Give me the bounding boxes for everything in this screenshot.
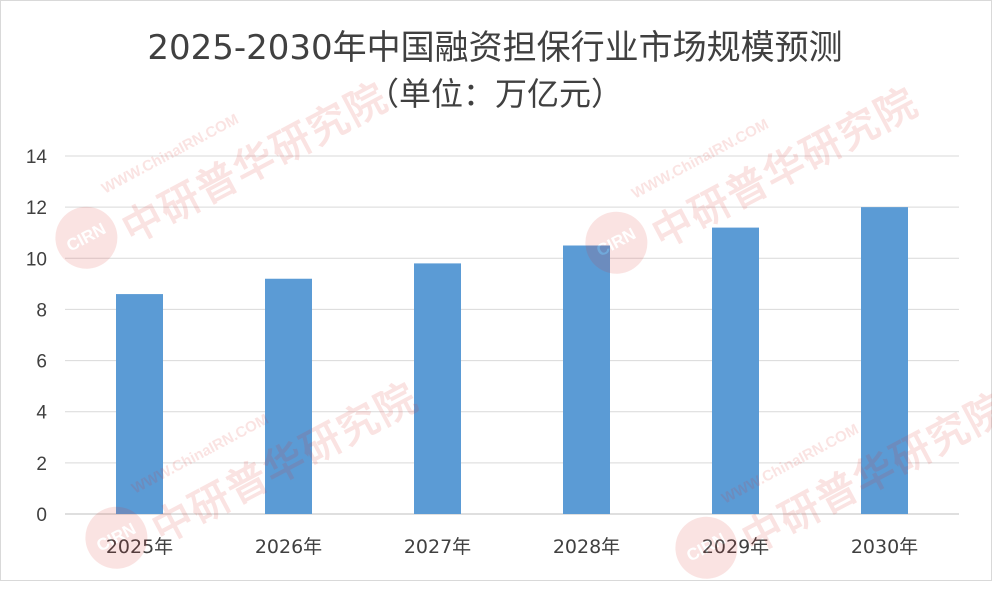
gridlines bbox=[65, 155, 959, 515]
y-tick-label: 0 bbox=[36, 505, 47, 526]
bar bbox=[563, 245, 610, 514]
bar bbox=[116, 294, 163, 514]
y-tick-label: 10 bbox=[26, 249, 47, 270]
bar bbox=[712, 227, 759, 514]
x-category-label: 2025年 bbox=[106, 536, 173, 558]
x-category-label: 2027年 bbox=[404, 536, 471, 558]
bars bbox=[116, 207, 908, 514]
x-category-label: 2029年 bbox=[702, 536, 769, 558]
x-category-label: 2028年 bbox=[553, 536, 620, 558]
y-tick-label: 4 bbox=[36, 403, 47, 424]
x-axis-categories: 2025年 2026年 2027年 2028年 2029年 2030年 bbox=[106, 536, 918, 558]
chart-subtitle: （单位：万亿元） bbox=[367, 75, 623, 113]
y-axis-ticks: 0 2 4 6 8 10 12 14 bbox=[26, 147, 48, 526]
bar-chart: 2025-2030年中国融资担保行业市场规模预测 （单位：万亿元） 0 2 4 6 8 1… bbox=[26, 28, 959, 558]
y-tick-label: 14 bbox=[26, 147, 48, 168]
y-tick-label: 6 bbox=[36, 352, 47, 373]
y-tick-label: 2 bbox=[36, 454, 47, 475]
bar bbox=[414, 263, 461, 514]
bar bbox=[265, 278, 312, 514]
x-category-label: 2030年 bbox=[851, 536, 918, 558]
x-category-label: 2026年 bbox=[255, 536, 322, 558]
y-tick-label: 8 bbox=[36, 300, 47, 321]
bar bbox=[861, 207, 908, 514]
chart-title: 2025-2030年中国融资担保行业市场规模预测 bbox=[147, 28, 842, 68]
chart-container: 2025-2030年中国融资担保行业市场规模预测 （单位：万亿元） 0 2 4 6 8 1… bbox=[0, 0, 992, 590]
y-tick-label: 12 bbox=[26, 198, 47, 219]
